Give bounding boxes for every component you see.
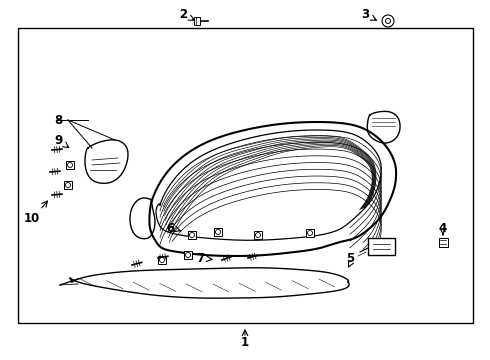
Circle shape bbox=[386, 18, 391, 23]
Text: 6: 6 bbox=[166, 221, 174, 234]
Text: 4: 4 bbox=[439, 221, 447, 234]
Bar bbox=[188, 231, 196, 239]
Circle shape bbox=[186, 252, 191, 257]
Circle shape bbox=[308, 230, 313, 235]
Bar bbox=[66, 161, 74, 169]
Circle shape bbox=[216, 230, 220, 234]
Text: 7: 7 bbox=[196, 252, 204, 265]
Circle shape bbox=[190, 233, 195, 238]
Circle shape bbox=[382, 15, 394, 27]
Text: 1: 1 bbox=[241, 336, 249, 348]
Circle shape bbox=[160, 257, 165, 262]
Bar bbox=[158, 256, 166, 264]
Circle shape bbox=[66, 183, 71, 188]
Bar bbox=[194, 17, 200, 25]
Text: 2: 2 bbox=[179, 8, 187, 21]
Bar bbox=[254, 231, 262, 239]
Circle shape bbox=[255, 233, 261, 238]
Bar bbox=[64, 181, 72, 189]
Bar bbox=[214, 228, 222, 236]
Polygon shape bbox=[368, 238, 395, 255]
Text: 5: 5 bbox=[346, 252, 354, 265]
Bar bbox=[439, 238, 447, 247]
Polygon shape bbox=[70, 268, 348, 298]
Text: 3: 3 bbox=[361, 8, 369, 21]
Bar bbox=[306, 229, 314, 237]
Bar bbox=[184, 251, 192, 259]
Bar bbox=[18, 28, 473, 323]
Text: 9: 9 bbox=[54, 134, 62, 147]
Text: 10: 10 bbox=[24, 212, 40, 225]
Text: 8: 8 bbox=[54, 113, 62, 126]
Circle shape bbox=[68, 162, 73, 167]
